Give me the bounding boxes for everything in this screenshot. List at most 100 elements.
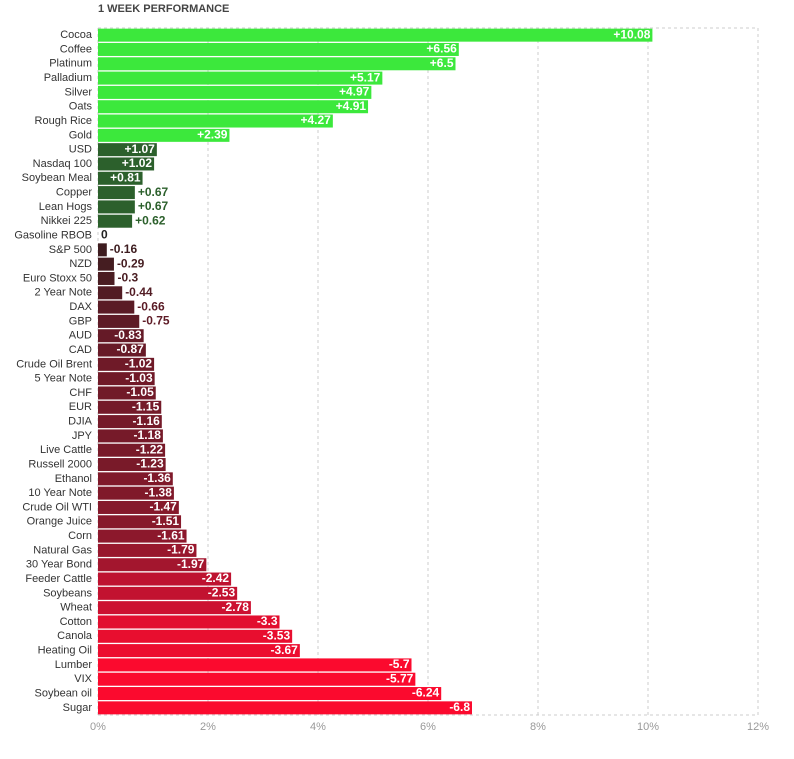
category-label: JPY [72,430,93,442]
bar [98,314,140,328]
bar [98,171,143,185]
bar [98,572,232,586]
bar [98,100,369,114]
category-label: Palladium [44,72,92,84]
category-label: EUR [69,401,92,413]
category-label: 5 Year Note [35,373,93,385]
category-label: Crude Oil Brent [16,358,92,370]
bar [98,357,155,371]
value-label: -0.16 [110,242,138,256]
chart-title: 1 WEEK PERFORMANCE [98,3,229,15]
bar [98,558,207,572]
bar [98,615,280,629]
category-label: Ethanol [55,473,92,485]
bar [98,42,459,56]
category-label: DJIA [68,416,93,428]
value-label: +2.39 [197,128,228,142]
category-label: Cotton [60,616,92,628]
category-label: Oats [69,101,93,113]
category-label: Heating Oil [38,645,92,657]
bar [98,429,163,443]
value-label: -1.23 [136,457,164,471]
value-label: -1.51 [152,514,180,528]
category-label: AUD [69,330,92,342]
category-label: VIX [74,673,92,685]
bar [98,386,156,400]
category-label: Canola [57,630,93,642]
category-label: Silver [64,86,92,98]
value-label: +1.07 [124,142,155,156]
value-label: -1.97 [177,557,205,571]
value-label: -1.02 [125,357,153,371]
bar [98,658,412,672]
category-label: Wheat [60,602,92,614]
x-tick-label: 12% [747,721,769,733]
value-label: -1.79 [167,543,195,557]
bar [98,472,173,486]
bar [98,143,157,157]
category-label: Corn [68,530,92,542]
value-label: +4.27 [300,113,331,127]
category-label: USD [69,144,92,156]
bar [98,415,162,429]
category-label: Soybean oil [35,687,93,699]
value-label: -1.47 [149,500,177,514]
value-label: -1.18 [134,428,162,442]
value-label: +0.62 [135,213,166,227]
bar [98,28,653,42]
value-label: -0.75 [142,314,170,328]
bar [98,57,456,71]
value-label: -1.36 [143,471,171,485]
bar [98,629,293,643]
category-label: Natural Gas [33,544,92,556]
value-label: +6.56 [426,42,457,56]
x-tick-label: 6% [420,721,436,733]
bar [98,644,300,658]
x-tick-label: 4% [310,721,326,733]
category-label: 2 Year Note [35,287,93,299]
category-label: Rough Rice [35,115,92,127]
value-label: 0 [101,228,108,242]
category-label: Soybean Meal [22,172,92,184]
bar [98,271,115,285]
value-label: -1.61 [157,528,185,542]
value-label: -5.7 [389,657,410,671]
category-label: Sugar [63,702,93,714]
bar [98,71,383,85]
value-label: -2.42 [202,571,230,585]
category-label: Gold [69,129,92,141]
value-label: -0.44 [125,285,153,299]
bar [98,128,230,142]
x-tick-label: 8% [530,721,546,733]
bar [98,114,333,128]
value-label: -5.77 [386,671,414,685]
category-label: Soybeans [43,587,92,599]
category-label: Russell 2000 [28,458,92,470]
value-label: -1.03 [125,371,153,385]
value-label: -1.38 [145,485,173,499]
category-label: Copper [56,187,92,199]
value-label: +5.17 [350,70,381,84]
category-label: CAD [69,344,92,356]
value-label: -0.87 [116,342,144,356]
bar [98,529,187,543]
category-label: S&P 500 [49,244,92,256]
bar [98,586,238,600]
bar [98,372,155,386]
value-label: -6.24 [412,686,440,700]
bar [98,157,155,171]
bar [98,329,144,343]
value-label: -0.66 [137,299,165,313]
x-tick-label: 0% [90,721,106,733]
value-label: +1.02 [122,156,153,170]
bar [98,200,135,214]
category-label: GBP [69,315,92,327]
bar [98,243,107,257]
value-label: +6.5 [430,56,454,70]
category-label: 10 Year Note [28,487,92,499]
bar [98,543,197,557]
category-label: Crude Oil WTI [22,501,92,513]
value-label: -1.22 [136,442,164,456]
value-label: -3.67 [270,643,298,657]
value-label: -1.16 [132,414,160,428]
